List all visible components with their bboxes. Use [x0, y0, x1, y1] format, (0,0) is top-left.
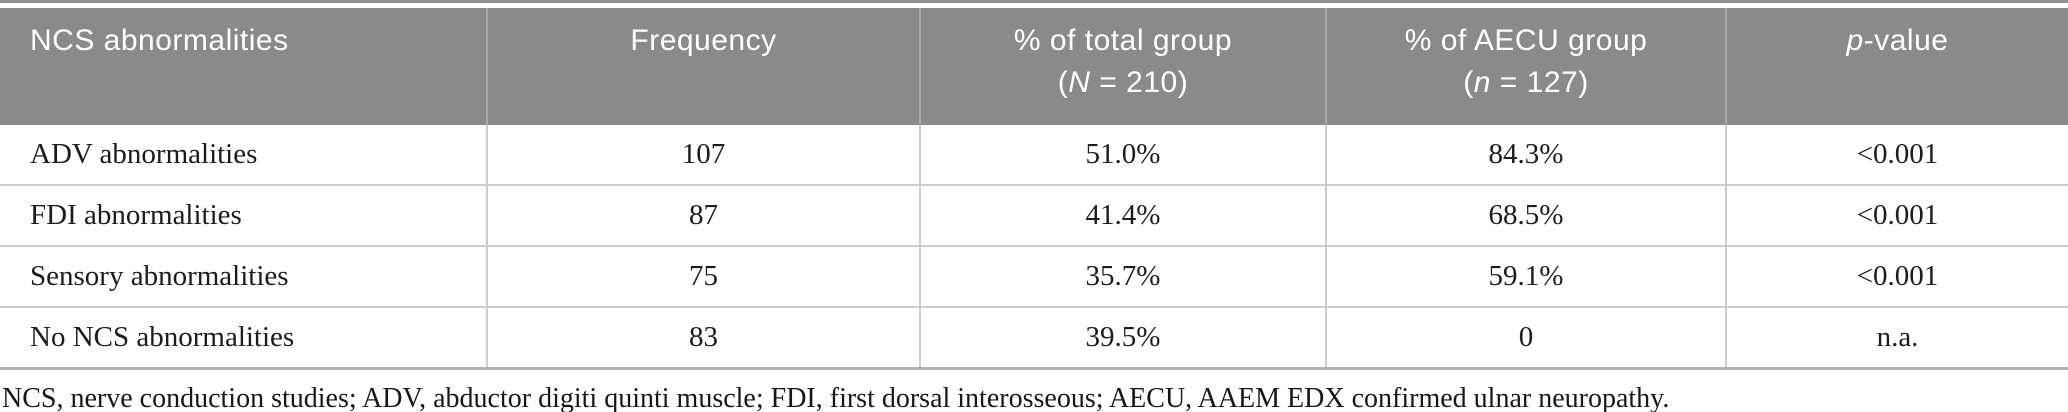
col-header-label-line1: % of total group — [1013, 24, 1233, 57]
table-row: FDI abnormalities 87 41.4% 68.5% <0.001 — [0, 184, 2068, 246]
frequency-cell: 75 — [486, 245, 920, 307]
pct-aecu-cell: 68.5% — [1325, 184, 1726, 246]
table-row: Sensory abnormalities 75 35.7% 59.1% <0.… — [0, 245, 2068, 307]
col-header-pct-aecu-group: % of AECU group (n = 127) — [1325, 8, 1726, 125]
col-header-label-line2: (n = 127) — [1463, 66, 1589, 99]
pct-total-cell: 51.0% — [919, 125, 1326, 185]
col-header-label: NCS abnormalities — [30, 24, 289, 57]
row-label-cell: ADV abnormalities — [30, 138, 258, 170]
ncs-abnormalities-table: NCS abnormalities Frequency % of total g… — [0, 8, 2068, 370]
col-header-label: p-value — [1846, 24, 1949, 57]
table-header-row: NCS abnormalities Frequency % of total g… — [0, 8, 2068, 125]
p-value-cell: <0.001 — [1725, 125, 2068, 185]
table-row: ADV abnormalities 107 51.0% 84.3% <0.001 — [0, 125, 2068, 185]
p-value-cell: n.a. — [1725, 306, 2068, 370]
table-footnote: NCS, nerve conduction studies; ADV, abdu… — [2, 383, 1670, 412]
table-top-rule — [0, 0, 2068, 3]
pct-total-cell: 39.5% — [919, 306, 1326, 370]
frequency-cell: 83 — [486, 306, 920, 370]
p-value-cell: <0.001 — [1725, 184, 2068, 246]
frequency-cell: 87 — [486, 184, 920, 246]
col-header-label-line1: % of AECU group — [1404, 24, 1648, 57]
col-header-label: Frequency — [630, 24, 777, 57]
col-header-p-value: p-value — [1725, 8, 2068, 125]
col-header-ncs-abnormalities: NCS abnormalities — [0, 8, 487, 125]
row-label-cell: FDI abnormalities — [0, 184, 487, 246]
pct-aecu-cell: 0 — [1325, 306, 1726, 370]
pct-total-cell: 41.4% — [919, 184, 1326, 246]
frequency-cell: 107 — [486, 125, 920, 185]
col-header-label-line2: (N = 210) — [1057, 66, 1189, 99]
row-label-cell: No NCS abnormalities — [0, 306, 487, 370]
row-label-cell: Sensory abnormalities — [0, 245, 487, 307]
p-value-cell: <0.001 — [1725, 245, 2068, 307]
col-header-pct-total-group: % of total group (N = 210) — [919, 8, 1326, 125]
pct-aecu-cell: 59.1% — [1325, 245, 1726, 307]
pct-aecu-cell: 84.3% — [1325, 125, 1726, 185]
col-header-frequency: Frequency — [486, 8, 920, 125]
table-row: No NCS abnormalities 83 39.5% 0 n.a. — [0, 306, 2068, 370]
pct-total-cell: 35.7% — [919, 245, 1326, 307]
